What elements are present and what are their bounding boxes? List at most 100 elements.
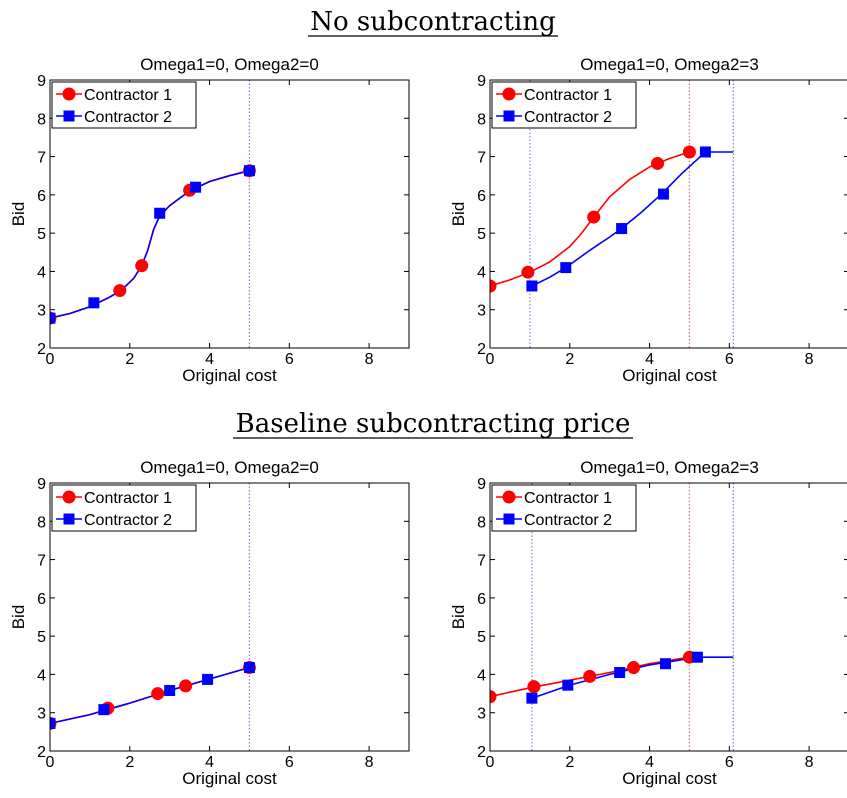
y-axis-label: Bid: [9, 605, 28, 630]
data-point: [682, 145, 696, 159]
data-point: [562, 679, 574, 691]
x-tick-label: 0: [46, 754, 55, 771]
data-point: [135, 259, 149, 273]
axes-box: [49, 79, 410, 349]
y-axis-label: Bid: [449, 202, 468, 227]
plot-area: [490, 483, 734, 751]
legend: Contractor 1 Contractor 2: [51, 484, 197, 532]
y-tick-label: 7: [477, 553, 486, 570]
legend-label: Contractor 1: [524, 87, 612, 104]
legend: Contractor 1 Contractor 2: [491, 81, 637, 129]
y-tick-label: 7: [37, 553, 46, 570]
data-point: [521, 265, 535, 279]
x-tick-label: 0: [486, 351, 495, 368]
y-tick-label: 6: [37, 591, 46, 608]
x-axis-label: Original cost: [182, 366, 277, 385]
y-axis-label: Bid: [9, 202, 28, 227]
x-tick-label: 8: [805, 754, 814, 771]
y-tick-label: 4: [477, 667, 486, 684]
x-tick-label: 0: [486, 754, 495, 771]
axes-box: [489, 482, 847, 752]
y-tick-label: 3: [477, 303, 486, 320]
legend: Contractor 1 Contractor 2: [51, 81, 197, 129]
plot-title: Omega1=0, Omega2=3: [580, 458, 759, 477]
y-tick-label: 9: [477, 73, 486, 90]
y-tick-label: 5: [37, 629, 46, 646]
y-tick-label: 2: [37, 744, 46, 761]
y-tick-label: 3: [37, 706, 46, 723]
chart-1: Omega1=0, Omega2=00 2 4 6 823456789Original …: [9, 55, 410, 385]
data-point: [88, 297, 100, 309]
data-point: [243, 662, 255, 674]
legend-box: [491, 484, 637, 532]
data-point: [699, 146, 711, 158]
y-tick-label: 7: [37, 150, 46, 167]
x-tick-label: 4: [205, 351, 214, 368]
legend-marker: [63, 513, 75, 525]
axes-box: [489, 79, 847, 349]
y-tick-label: 2: [477, 341, 486, 358]
x-tick-label: 8: [365, 351, 374, 368]
y-tick-label: 2: [37, 341, 46, 358]
y-tick-label: 4: [37, 667, 46, 684]
y-tick-label: 5: [37, 226, 46, 243]
plot-title: Omega1=0, Omega2=0: [140, 458, 319, 477]
data-point: [50, 717, 56, 729]
y-tick-label: 4: [477, 264, 486, 281]
data-point: [98, 704, 110, 716]
legend-label: Contractor 1: [524, 490, 612, 507]
x-axis-label: Original cost: [182, 769, 277, 788]
legend-marker: [62, 490, 76, 504]
x-tick-label: 6: [725, 351, 734, 368]
legend-label: Contractor 2: [84, 109, 172, 126]
x-tick-label: 6: [725, 754, 734, 771]
data-point: [243, 165, 255, 177]
chart-2: Omega1=0, Omega2=30 2 4 6 823456789Original …: [449, 55, 847, 385]
plot-area: [50, 80, 256, 348]
x-axis-label: Original cost: [622, 769, 717, 788]
y-tick-label: 6: [477, 591, 486, 608]
legend: Contractor 1 Contractor 2: [491, 484, 637, 532]
series-line: [50, 666, 250, 725]
legend-marker: [63, 110, 75, 122]
y-axis-label: Bid: [449, 605, 468, 630]
legend-label: Contractor 2: [84, 512, 172, 529]
legend-label: Contractor 2: [524, 512, 612, 529]
x-tick-label: 4: [645, 754, 654, 771]
data-point: [587, 210, 601, 224]
chart-3: Omega1=0, Omega2=00 2 4 6 823456789Original …: [9, 458, 410, 788]
x-axis-label: Original cost: [622, 366, 717, 385]
axes-box: [49, 482, 410, 752]
y-tick-label: 5: [477, 629, 486, 646]
data-point: [154, 207, 166, 219]
data-point: [658, 188, 670, 200]
data-point: [50, 312, 56, 324]
x-tick-label: 2: [565, 351, 574, 368]
data-point: [164, 685, 176, 697]
data-point: [490, 279, 497, 293]
chart-4: Omega1=0, Omega2=30 2 4 6 823456789Original …: [449, 458, 847, 788]
data-point: [627, 661, 641, 675]
data-point: [527, 680, 541, 694]
section-title: No subcontracting: [310, 7, 555, 37]
series-line: [50, 169, 250, 319]
data-point: [691, 651, 703, 663]
data-point: [560, 262, 572, 274]
plot-title: Omega1=0, Omega2=0: [140, 55, 319, 74]
data-point: [526, 280, 538, 292]
y-tick-label: 8: [37, 111, 46, 128]
y-tick-label: 9: [477, 476, 486, 493]
y-tick-label: 6: [37, 188, 46, 205]
data-point: [614, 667, 626, 679]
legend-marker: [502, 490, 516, 504]
data-point: [202, 673, 214, 685]
y-tick-label: 3: [37, 303, 46, 320]
legend-marker: [502, 87, 516, 101]
y-tick-label: 3: [477, 706, 486, 723]
legend-label: Contractor 1: [84, 87, 172, 104]
y-tick-label: 8: [477, 514, 486, 531]
section-title: Baseline subcontracting price: [236, 409, 631, 439]
x-tick-label: 0: [46, 351, 55, 368]
y-tick-label: 2: [477, 744, 486, 761]
legend-box: [51, 484, 197, 532]
